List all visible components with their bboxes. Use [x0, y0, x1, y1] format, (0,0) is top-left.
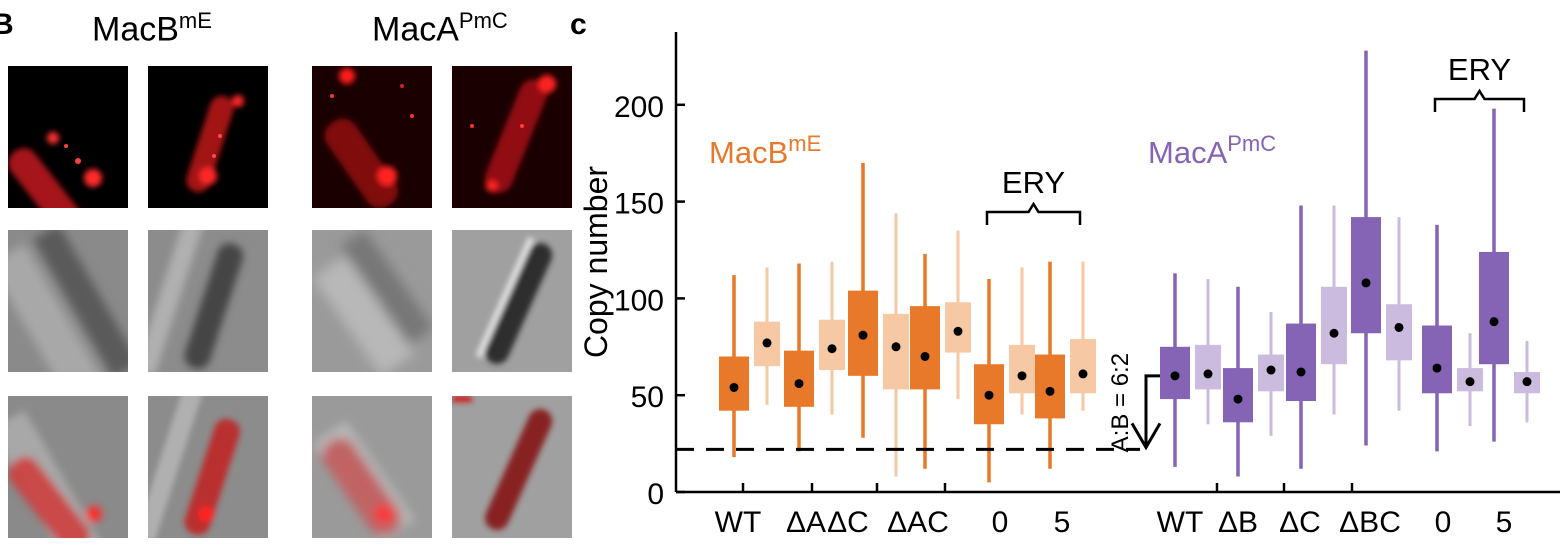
median-dot-light	[891, 342, 901, 352]
median-dot-light	[1266, 365, 1276, 375]
median-dot-dark	[1432, 363, 1442, 373]
median-dot-dark	[1045, 386, 1055, 396]
y-axis-label: Copy number	[578, 166, 614, 358]
x-category-label: ΔA	[786, 506, 826, 539]
box-dark	[1351, 217, 1381, 334]
panel-b-letter: B	[0, 8, 14, 41]
median-dot-light	[1329, 328, 1339, 338]
x-category-label: 0	[1435, 506, 1452, 539]
x-category-label: 5	[1496, 506, 1513, 539]
maca-overlay-image-1	[312, 396, 432, 538]
group-label-sup: PmC	[1227, 131, 1276, 156]
box-dark	[1479, 251, 1509, 365]
box-dark	[1035, 354, 1065, 419]
median-dot-dark	[1361, 278, 1371, 288]
x-category-label: ΔB	[1218, 506, 1258, 539]
macb-title-sup: mE	[178, 8, 212, 33]
panel-c-letter: c	[570, 8, 587, 41]
x-category-label: WT	[1157, 506, 1204, 539]
macb-fluor-image-1	[8, 66, 128, 208]
x-category-label: ΔBC	[1339, 506, 1401, 539]
y-tick-label: 0	[647, 478, 664, 511]
median-dot-light	[953, 326, 963, 336]
box-light	[1070, 339, 1096, 394]
median-dot-dark	[1233, 394, 1243, 404]
x-category-label: ΔC	[1279, 506, 1321, 539]
group-label: MacAPmC	[1148, 131, 1276, 170]
median-dot-light	[1465, 377, 1475, 387]
macb-overlay-image-2	[148, 396, 268, 538]
macb-image-title: MacBmE	[92, 8, 212, 49]
median-dot-dark	[1296, 367, 1306, 377]
ratio-arrow-line	[1144, 374, 1160, 446]
box-light	[1195, 344, 1221, 390]
box-light	[883, 313, 909, 390]
median-dot-light	[1394, 322, 1404, 332]
ery-label: ERY	[1448, 52, 1511, 87]
median-dot-light	[1078, 369, 1088, 379]
macb-overlay-image-1	[8, 396, 128, 538]
x-category-label: 0	[992, 506, 1009, 539]
maca-brightfield-image-2	[452, 230, 572, 372]
x-category-label: ΔAC	[887, 506, 949, 539]
ery-bracket	[985, 201, 1082, 225]
median-dot-dark	[920, 351, 930, 361]
macb-brightfield-image-1	[8, 230, 128, 372]
maca-image-title: MacAPmC	[372, 8, 508, 49]
macb-title-base: MacB	[92, 10, 179, 49]
box-dark	[910, 306, 940, 390]
group-label: MacBmE	[709, 131, 821, 170]
median-dot-dark	[794, 379, 804, 389]
median-dot-dark	[729, 382, 739, 392]
median-dot-light	[762, 338, 772, 348]
median-dot-dark	[984, 390, 994, 400]
group-label-sup: mE	[788, 131, 821, 156]
median-dot-light	[827, 344, 837, 354]
maca-overlay-image-2	[452, 396, 572, 538]
box-light	[1321, 286, 1347, 365]
x-category-label: WT	[715, 506, 762, 539]
maca-brightfield-image-1	[312, 230, 432, 372]
ratio-annotation-label: A:B = 6:2	[1107, 353, 1134, 452]
macb-fluor-image-2	[148, 66, 268, 208]
ery-label: ERY	[1002, 165, 1065, 200]
x-category-label: ΔC	[827, 506, 869, 539]
y-tick-label: 200	[614, 91, 664, 124]
y-tick-label: 50	[631, 381, 664, 414]
box-dark	[1422, 325, 1452, 394]
maca-fluor-image-2	[452, 66, 572, 208]
x-category-label: 5	[1054, 506, 1071, 539]
median-dot-light	[1522, 377, 1532, 387]
maca-title-sup: PmC	[458, 8, 508, 33]
y-tick-label: 100	[614, 284, 664, 317]
box-dark	[784, 350, 814, 407]
median-dot-dark	[858, 330, 868, 340]
median-dot-dark	[1489, 317, 1499, 327]
maca-fluor-image-1	[312, 66, 432, 208]
median-dot-dark	[1170, 371, 1180, 381]
box-light	[1386, 304, 1412, 361]
median-dot-light	[1203, 369, 1213, 379]
macb-brightfield-image-2	[148, 230, 268, 372]
maca-title-base: MacA	[372, 10, 459, 49]
ratio-arrow-head	[1130, 422, 1162, 451]
ery-bracket	[1433, 88, 1526, 112]
box-dark	[1286, 323, 1316, 402]
y-tick-label: 150	[614, 188, 664, 221]
median-dot-light	[1017, 371, 1027, 381]
box-light	[1009, 344, 1035, 394]
